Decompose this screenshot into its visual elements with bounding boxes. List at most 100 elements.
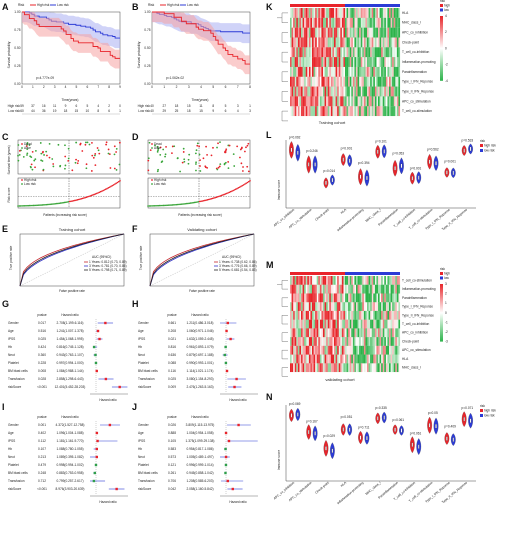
heat-cell	[328, 106, 330, 116]
heat-cell	[347, 77, 349, 87]
heat-cell	[334, 276, 336, 285]
heat-cell	[320, 285, 322, 294]
heat-cell	[295, 106, 297, 116]
heat-cell	[350, 67, 352, 77]
risk-count-high: 18	[175, 104, 179, 108]
heat-cell	[328, 285, 330, 294]
heatmap-caption: validating cohort	[325, 377, 355, 382]
heat-cell	[314, 363, 316, 372]
hr-marker	[233, 386, 235, 388]
heat-cell	[298, 355, 300, 364]
heat-cell	[309, 28, 311, 38]
heat-cell	[343, 355, 345, 364]
box	[429, 423, 430, 427]
heat-cell	[359, 293, 361, 302]
hr-marker	[105, 378, 107, 380]
heat-cell	[373, 87, 375, 97]
heat-cell	[359, 355, 361, 364]
heat-cell	[356, 311, 358, 320]
heat-cell	[336, 8, 338, 18]
heat-cell	[398, 87, 400, 97]
heat-cell	[310, 328, 312, 337]
hr-marker	[95, 362, 97, 364]
heat-cell	[320, 87, 322, 97]
y-tick-label: 0.50	[144, 46, 150, 50]
heat-cell	[306, 57, 308, 67]
heat-cell	[315, 293, 317, 302]
dendrogram-branch	[282, 33, 288, 43]
hazard-ratio: 0.990(0.993-1.001)	[186, 361, 213, 365]
dendrogram-branch	[282, 52, 288, 62]
heat-cell	[392, 37, 394, 47]
heat-cell	[392, 363, 394, 372]
heat-cell	[380, 363, 382, 372]
y-tick-label: 0.00	[144, 82, 150, 86]
heat-cell	[304, 47, 306, 57]
heat-cell	[307, 337, 309, 346]
heat-cell	[381, 37, 383, 47]
heat-cell	[350, 363, 352, 372]
heat-cell	[307, 285, 309, 294]
heat-cell	[378, 18, 380, 28]
dendrogram-branch	[282, 91, 288, 101]
survival-scatter-c	[17, 140, 121, 174]
heat-cell	[356, 47, 358, 57]
heat-cell	[367, 37, 369, 47]
heat-cell	[381, 106, 383, 116]
heat-cell	[323, 302, 325, 311]
hazard-ratio: 0.883(0.753-0.958)	[56, 471, 83, 475]
heat-cell	[395, 37, 397, 47]
heat-cell	[321, 77, 323, 87]
heat-cell	[314, 77, 316, 87]
heat-cell	[370, 302, 372, 311]
heat-cell	[304, 37, 306, 47]
variable-name: riskScore	[138, 385, 152, 389]
heat-cell	[299, 87, 301, 97]
variable-name: Age	[8, 431, 14, 435]
heat-cell	[350, 8, 352, 18]
heat-cell	[375, 328, 377, 337]
heat-cell	[303, 77, 305, 87]
variable-name: IPSS	[138, 439, 145, 443]
y-tick-label: 0.75	[144, 28, 150, 32]
heat-cell	[336, 96, 338, 106]
heat-cell	[309, 67, 311, 77]
heat-cell	[365, 57, 367, 67]
heat-cell	[375, 293, 377, 302]
heat-cell	[348, 276, 350, 285]
heat-cell	[312, 320, 314, 329]
heat-cell	[398, 363, 400, 372]
heat-cell	[323, 47, 325, 57]
heat-cell	[299, 28, 301, 38]
heat-cell	[348, 337, 350, 346]
km-plot-a: 0.000.250.500.751.000 1 2 3 4 5 6 7 8 9	[14, 10, 121, 89]
legend-swatch-low	[480, 414, 483, 417]
heat-cell	[314, 57, 316, 67]
heat-cell	[365, 96, 367, 106]
heat-cell	[332, 355, 334, 364]
heat-cell	[350, 47, 352, 57]
heat-cell	[353, 106, 355, 116]
heat-cell	[321, 28, 323, 38]
heat-cell	[326, 285, 328, 294]
heat-cell	[325, 8, 327, 18]
heat-cell	[339, 302, 341, 311]
box	[453, 171, 454, 175]
heat-cell	[369, 320, 371, 329]
heat-cell	[353, 363, 355, 372]
heat-cell	[354, 346, 356, 355]
x-tick-label: 8	[108, 85, 110, 89]
heat-cell	[299, 285, 301, 294]
heat-cell	[364, 8, 366, 18]
heat-cell	[336, 328, 338, 337]
hr-marker	[98, 338, 100, 340]
heat-cell	[307, 106, 309, 116]
heat-cell	[373, 293, 375, 302]
heat-cell	[310, 87, 312, 97]
patient-point	[199, 154, 201, 156]
heat-cell	[397, 311, 399, 320]
heat-cell	[384, 337, 386, 346]
heat-cell	[340, 8, 342, 18]
heat-cell	[310, 28, 312, 38]
x-tick-label: 3	[54, 85, 56, 89]
